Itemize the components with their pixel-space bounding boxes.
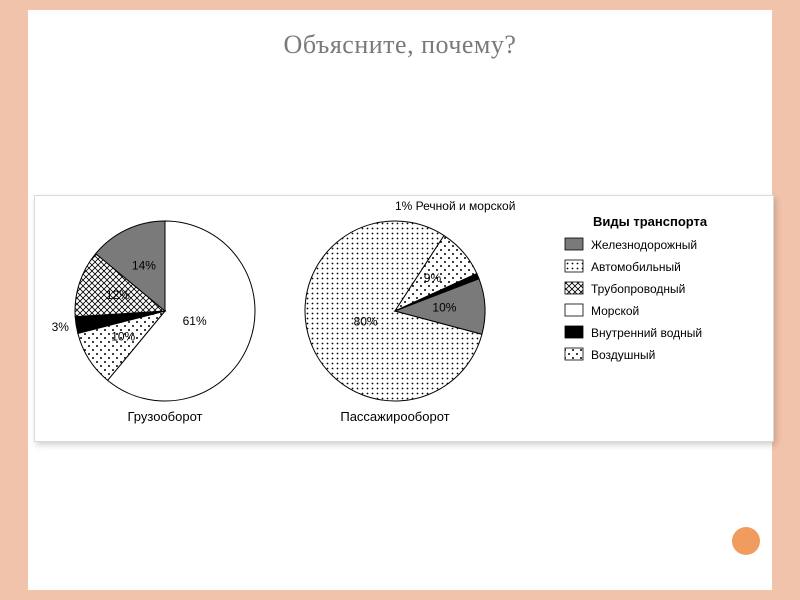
svg-text:80%: 80%: [354, 314, 378, 328]
svg-text:Пассажирооборот: Пассажирооборот: [340, 409, 449, 424]
svg-text:Морской: Морской: [591, 304, 639, 318]
svg-text:61%: 61%: [183, 314, 207, 328]
slide-frame: Объясните, почему? 61% 10% 3% 12% 14% Грузооб…: [0, 0, 800, 600]
svg-text:Воздушный: Воздушный: [591, 348, 655, 362]
frame-border-top: [0, 0, 800, 10]
svg-text:12%: 12%: [106, 288, 130, 302]
svg-text:14%: 14%: [132, 258, 156, 272]
svg-text:Железнодорожный: Железнодорожный: [591, 238, 697, 252]
svg-text:9%: 9%: [424, 271, 442, 285]
svg-text:10%: 10%: [111, 330, 135, 344]
svg-text:Грузооборот: Грузооборот: [128, 409, 203, 424]
svg-text:Автомобильный: Автомобильный: [591, 260, 681, 274]
svg-text:3%: 3%: [52, 320, 70, 334]
chart-panel: 61% 10% 3% 12% 14% Грузооборот 80% 9% 10% Пассажи…: [34, 195, 774, 442]
frame-border-bottom: [0, 590, 800, 600]
slide-title: Объясните, почему?: [0, 30, 800, 60]
pie-charts-svg: 61% 10% 3% 12% 14% Грузооборот 80% 9% 10% Пассажи…: [35, 196, 773, 441]
frame-border-left: [0, 0, 28, 600]
svg-text:Внутренний водный: Внутренний водный: [591, 326, 702, 340]
svg-text:Трубопроводный: Трубопроводный: [591, 282, 685, 296]
svg-text:1% Речной и морской: 1% Речной и морской: [395, 199, 515, 213]
svg-text:Виды транспорта: Виды транспорта: [593, 214, 708, 229]
svg-text:10%: 10%: [432, 301, 456, 315]
frame-border-right: [772, 0, 800, 600]
accent-dot-icon: [732, 527, 760, 555]
